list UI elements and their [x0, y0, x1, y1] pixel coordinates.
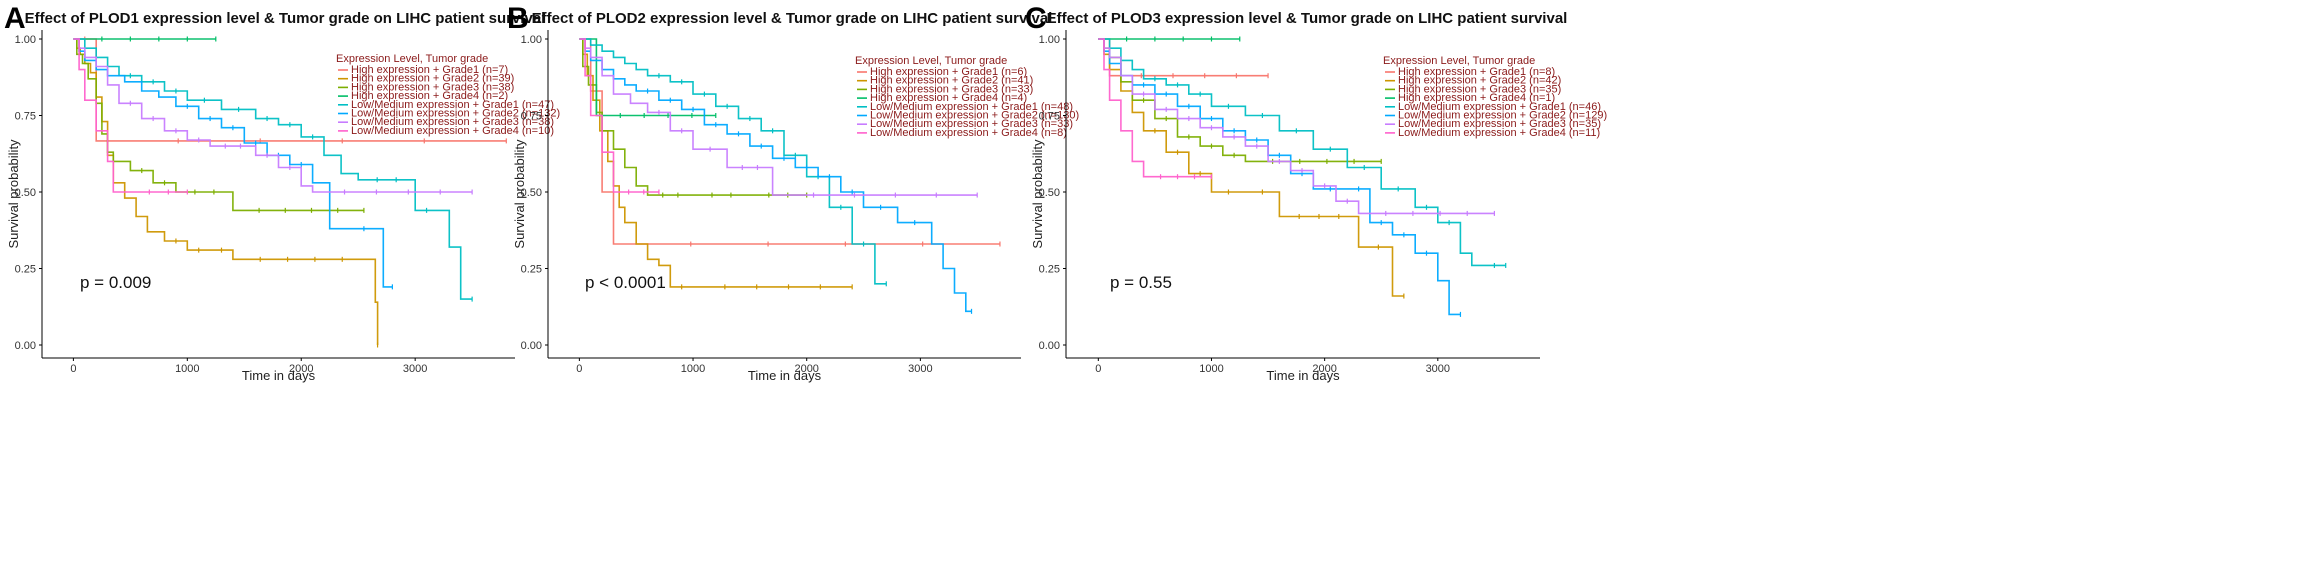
legend-item-label: Low/Medium expression + Grade1 (n=48) — [870, 101, 1073, 113]
legend-item-label: High expression + Grade2 (n=41) — [870, 75, 1033, 87]
x-tick-label: 1000 — [175, 363, 199, 375]
legend-item-label: High expression + Grade1 (n=6) — [870, 66, 1027, 78]
y-tick-label: 0.50 — [15, 187, 36, 199]
x-tick-label: 2000 — [1312, 363, 1336, 375]
p-value-label: p < 0.0001 — [585, 273, 666, 292]
legend-item-label: Low/Medium expression + Grade1 (n=47) — [351, 99, 554, 111]
legend-item-label: High expression + Grade3 (n=33) — [870, 83, 1033, 95]
legend-item-label: Low/Medium expression + Grade2 (n=132) — [351, 108, 560, 120]
y-tick-label: 0.75 — [15, 111, 36, 123]
legend-item-label: High expression + Grade4 (n=1) — [1398, 92, 1555, 104]
panel-letter: C — [1025, 2, 1047, 35]
legend-item-label: Low/Medium expression + Grade2 (n=130) — [870, 110, 1079, 122]
survival-curve-1 — [1098, 38, 1269, 77]
survival-curve-2 — [579, 38, 853, 288]
chart-title: Effect of PLOD3 expression level & Tumor… — [1047, 10, 1568, 27]
x-tick-label: 3000 — [908, 363, 932, 375]
y-axis-title: Survival probability — [6, 139, 21, 249]
panel-letter: B — [507, 2, 529, 35]
x-axis-title: Time in days — [748, 368, 822, 383]
x-tick-label: 0 — [1095, 363, 1101, 375]
survival-curve-8 — [1098, 38, 1212, 178]
y-tick-label: 1.00 — [1039, 34, 1060, 46]
x-tick-label: 1000 — [1199, 363, 1223, 375]
legend-item-label: Low/Medium expression + Grade4 (n=10) — [351, 125, 554, 137]
legend-item-label: High expression + Grade3 (n=35) — [1398, 83, 1561, 95]
y-tick-label: 0.50 — [521, 187, 542, 199]
x-tick-label: 0 — [70, 363, 76, 375]
y-tick-label: 0.00 — [15, 340, 36, 352]
legend-item-label: Low/Medium expression + Grade3 (n=38) — [351, 116, 554, 128]
legend-item-label: High expression + Grade3 (n=38) — [351, 81, 514, 93]
legend-item-label: High expression + Grade2 (n=39) — [351, 73, 514, 85]
x-tick-label: 1000 — [681, 363, 705, 375]
y-tick-label: 0.25 — [521, 264, 542, 276]
legend-item-label: Low/Medium expression + Grade1 (n=46) — [1398, 101, 1601, 113]
y-tick-label: 0.25 — [15, 264, 36, 276]
y-tick-label: 0.75 — [1039, 111, 1060, 123]
legend-item-label: Low/Medium expression + Grade3 (n=33) — [870, 118, 1073, 130]
x-tick-label: 2000 — [289, 363, 313, 375]
chart-title: Effect of PLOD1 expression level & Tumor… — [25, 10, 546, 27]
y-tick-label: 0.00 — [1039, 340, 1060, 352]
legend-item-label: Low/Medium expression + Grade3 (n=35) — [1398, 118, 1601, 130]
survival-curve-8 — [579, 38, 659, 193]
survival-curve-5 — [1098, 38, 1506, 267]
y-tick-label: 0.25 — [1039, 264, 1060, 276]
legend-item-label: High expression + Grade4 (n=2) — [351, 90, 508, 102]
survival-curve-7 — [579, 38, 978, 196]
y-axis-title: Survival probability — [1030, 139, 1045, 249]
survival-curve-3 — [579, 38, 807, 196]
legend-item-label: Low/Medium expression + Grade4 (n=8) — [870, 127, 1067, 139]
y-tick-label: 1.00 — [521, 34, 542, 46]
x-tick-label: 2000 — [794, 363, 818, 375]
legend-title: Expression Level, Tumor grade — [336, 53, 488, 65]
x-axis-title: Time in days — [242, 368, 316, 383]
legend-item-label: High expression + Grade1 (n=8) — [1398, 66, 1555, 78]
legend-item-label: High expression + Grade2 (n=42) — [1398, 75, 1561, 87]
legend-item-label: Low/Medium expression + Grade4 (n=11) — [1398, 127, 1600, 139]
km-panel-b: B Effect of PLOD2 expression level & Tumo… — [507, 2, 1079, 383]
y-tick-label: 0.00 — [521, 340, 542, 352]
x-tick-label: 3000 — [403, 363, 427, 375]
panel-letter: A — [4, 2, 26, 35]
x-tick-label: 0 — [576, 363, 582, 375]
legend-item-label: High expression + Grade4 (n=4) — [870, 92, 1027, 104]
survival-curve-6 — [73, 38, 393, 288]
survival-curve-6 — [579, 38, 972, 313]
y-tick-label: 1.00 — [15, 34, 36, 46]
survival-curve-8 — [73, 38, 188, 193]
p-value-label: p = 0.55 — [1110, 273, 1172, 292]
legend-item-label: Low/Medium expression + Grade2 (n=129) — [1398, 110, 1607, 122]
legend-title: Expression Level, Tumor grade — [1383, 55, 1535, 67]
y-tick-label: 0.75 — [521, 111, 542, 123]
chart-title: Effect of PLOD2 expression level & Tumor… — [532, 10, 1053, 27]
p-value-label: p = 0.009 — [80, 273, 151, 292]
x-axis-title: Time in days — [1266, 368, 1340, 383]
y-tick-label: 0.50 — [1039, 187, 1060, 199]
legend-title: Expression Level, Tumor grade — [855, 55, 1007, 67]
legend-item-label: High expression + Grade1 (n=7) — [351, 64, 508, 76]
x-tick-label: 3000 — [1426, 363, 1450, 375]
y-axis-title: Survival probability — [512, 139, 527, 249]
survival-curve-3 — [73, 38, 364, 212]
survival-curve-3 — [1098, 38, 1382, 163]
km-panel-c: C Effect of PLOD3 expression level & Tumo… — [1025, 2, 1607, 383]
